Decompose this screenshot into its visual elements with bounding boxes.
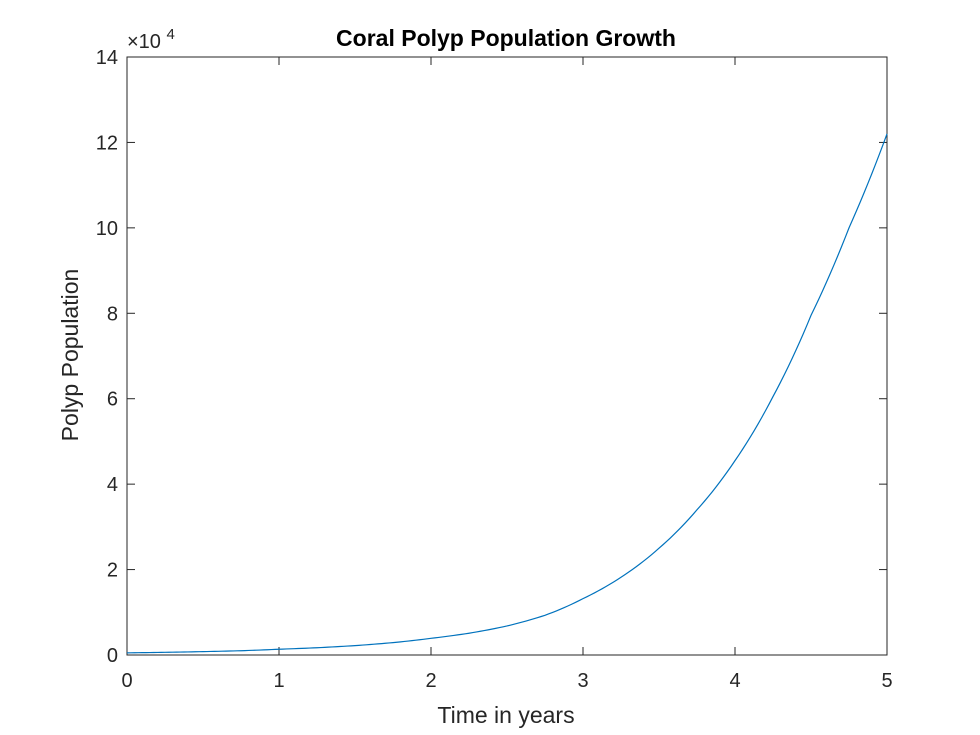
y-tick-label: 4 — [107, 474, 118, 496]
population-series-line — [126, 133, 888, 654]
series-layer — [126, 133, 888, 654]
chart-title: Coral Polyp Population Growth — [336, 25, 676, 51]
x-tick-label: 3 — [577, 670, 588, 692]
y-axis-exponent-base: ×10 — [127, 31, 161, 53]
x-tick-label: 1 — [273, 670, 284, 692]
y-tick-label: 14 — [96, 47, 118, 69]
x-tick-label: 0 — [121, 670, 132, 692]
y-tick-label: 6 — [107, 389, 118, 411]
y-tick-label: 0 — [107, 645, 118, 667]
x-axis-label: Time in years — [437, 702, 574, 728]
y-axis-label: Polyp Population — [57, 269, 83, 442]
y-axis-ticks: 0 2 4 6 8 10 12 14 — [96, 47, 887, 667]
x-tick-label: 5 — [881, 670, 892, 692]
y-tick-label: 12 — [96, 132, 118, 154]
y-tick-label: 8 — [107, 303, 118, 325]
plot-frame — [126, 56, 888, 656]
x-axis-ticks: 0 1 2 3 4 5 — [121, 57, 893, 692]
y-axis-exponent: ×10 4 — [127, 26, 175, 53]
axes-box — [126, 56, 888, 656]
y-tick-label: 10 — [96, 218, 118, 240]
y-tick-label: 2 — [107, 560, 118, 582]
x-tick-label: 4 — [729, 670, 740, 692]
x-tick-label: 2 — [425, 670, 436, 692]
y-axis-exponent-power: 4 — [167, 26, 175, 43]
